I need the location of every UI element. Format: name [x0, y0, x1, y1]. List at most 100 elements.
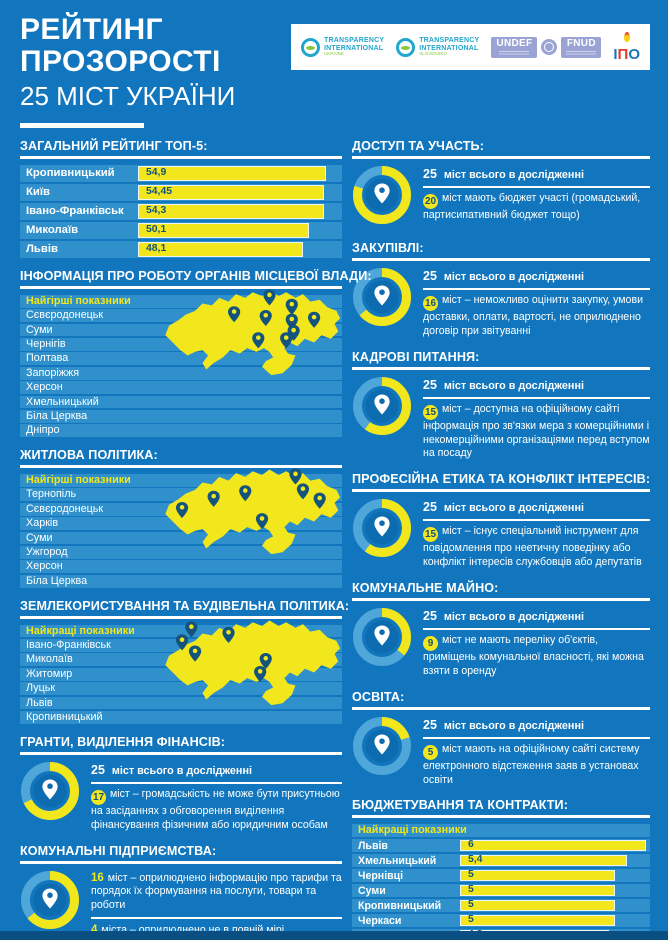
- bar-label: Черкаси: [358, 914, 402, 927]
- map-pin-icon: [252, 332, 265, 349]
- bar-row: Кропивницький 5: [352, 898, 650, 913]
- bar-value: 5: [468, 914, 474, 926]
- count-badge: 17: [91, 790, 106, 806]
- footer-bar: [0, 931, 668, 940]
- stat-text: 25 міст всього в дослідженні 15 міст – існу…: [423, 498, 650, 570]
- map-pin-icon: [285, 298, 298, 315]
- bar-row: Київ 54,45: [20, 183, 342, 201]
- bar-row: Хмельницький 5,4: [352, 853, 650, 868]
- ti-ua-line3: UKRAINE: [323, 50, 344, 56]
- study-total-number: 25: [91, 762, 105, 777]
- city-row: Херсон: [20, 381, 342, 394]
- count-badge: 15: [423, 404, 438, 420]
- bar-row: Івано-Франківськ 54,3: [20, 202, 342, 220]
- bar-value: 48,1: [146, 243, 167, 255]
- ukraine-map-shape: [165, 289, 341, 375]
- map-pin-icon: [280, 332, 293, 349]
- stat-block: 25 міст всього в дослідженні 16 міст – немо…: [352, 267, 650, 339]
- stat-donut: [352, 165, 412, 230]
- donut-pin-icon: [21, 761, 79, 820]
- bar-label: Суми: [358, 884, 386, 897]
- section-heading: БЮДЖЕТУВАННЯ ТА КОНТРАКТИ:: [352, 798, 650, 819]
- map-pin-icon: [222, 626, 235, 643]
- city-row: Львів: [20, 696, 342, 710]
- bar-row: Черкаси 5: [352, 913, 650, 928]
- study-total-line: 25 міст всього в дослідженні: [423, 166, 584, 181]
- city-row: Хмельницький: [20, 395, 342, 409]
- section-heading: КОМУНАЛЬНЕ МАЙНО:: [352, 581, 650, 601]
- stat-section: ОСВІТА: 25 міст всього в дослідженні 5 міст …: [352, 690, 650, 788]
- top5-bar-chart: Кропивницький 54,9 Київ 54,45 Івано-Франківс…: [20, 164, 342, 258]
- study-total-line: 25 міст всього в дослідженні: [91, 762, 252, 777]
- city-row: Дніпро: [20, 424, 342, 438]
- section-local-gov-info: ІНФОРМАЦІЯ ПРО РОБОТУ ОРГАНІВ МІСЦЕВОЇ В…: [20, 269, 372, 438]
- stat-block: 25 міст всього в дослідженні 17 міст – гром…: [20, 761, 342, 833]
- map-pin-icon: [259, 652, 272, 669]
- budgeting-bar-chart: Львів 6 Хмельницький 5,4 Чернівці 5 Суми 5 Кропи…: [352, 838, 650, 940]
- donut-pin-icon: [21, 870, 79, 929]
- stat-item: 15 міст – існує спеціальний інструмент дл…: [423, 525, 642, 569]
- bar-value: 50,1: [146, 224, 167, 236]
- section-heading: ОСВІТА:: [352, 690, 650, 710]
- stat-block: 25 міст всього в дослідженні 20 міст мають …: [352, 165, 650, 230]
- bar-value: 5,4: [468, 854, 483, 866]
- map-pin-icon: [254, 665, 267, 682]
- page-subtitle: 25 МІСТ УКРАЇНИ: [20, 80, 236, 111]
- donut-pin-icon: [353, 499, 411, 558]
- stat-sections: ДОСТУП ТА УЧАСТЬ: 25 міст всього в дослідж…: [352, 139, 650, 788]
- stat-donut: [352, 376, 412, 462]
- stat-item: 16 міст – оприлюднено інформацію про тари…: [91, 871, 342, 912]
- bar: 50,1: [138, 222, 310, 238]
- study-total-number: 25: [423, 608, 437, 623]
- map-pin-icon: [313, 492, 326, 509]
- separator-line: [423, 186, 650, 189]
- section-heading: ЖИТЛОВА ПОЛІТИКА:: [20, 448, 342, 469]
- title-block: РЕЙТИНГ ПРОЗОРОСТІ 25 МІСТ УКРАЇНИ: [20, 13, 291, 128]
- map-pin-icon: [289, 468, 302, 485]
- bar-label: Львів: [358, 839, 388, 852]
- map-pin-icon: [259, 309, 272, 326]
- logo-transparency-international-slovensko: TRANSPARENCY INTERNATIONAL SLOVENSKO: [396, 37, 479, 57]
- section-municipal-enterprises: КОМУНАЛЬНІ ПІДПРИЄМСТВА: 16 міст – оприлю…: [20, 844, 342, 940]
- ti-sk-line2: INTERNATIONAL: [419, 44, 479, 52]
- study-total-number: 25: [423, 717, 437, 732]
- bar-row: Львів 48,1: [20, 240, 342, 258]
- section-heading: ЗАГАЛЬНИЙ РЕЙТИНГ ТОП-5:: [20, 139, 342, 159]
- section-heading: КОМУНАЛЬНІ ПІДПРИЄМСТВА:: [20, 844, 342, 864]
- undef-fineprint: [499, 50, 530, 56]
- stat-text: 25 міст всього в дослідженні 20 міст мають …: [423, 165, 650, 230]
- header: РЕЙТИНГ ПРОЗОРОСТІ 25 МІСТ УКРАЇНИ TRANS…: [0, 0, 668, 128]
- stat-item: 16 міст – неможливо оцінити закупку, умов…: [423, 294, 643, 337]
- bar-label: Кропивницький: [26, 166, 115, 179]
- chart-subtitle: Найкращі показники: [352, 824, 650, 838]
- bar: 5: [460, 914, 615, 927]
- stat-text: 25 міст всього в дослідженні 16 міст – немо…: [423, 267, 650, 339]
- fnud-fineprint: [566, 50, 597, 56]
- stat-donut: [20, 761, 80, 833]
- count-badge: 20: [423, 194, 438, 210]
- stat-block: 25 міст всього в дослідженні 5 міст мають н…: [352, 716, 650, 788]
- bar-row: Кропивницький 54,9: [20, 164, 342, 182]
- map-pin-icon: [188, 645, 202, 662]
- bar-row: Чернівці 5: [352, 868, 650, 883]
- separator-line: [423, 736, 650, 739]
- section-land-use: ЗЕМЛЕКОРИСТУВАННЯ ТА БУДІВЕЛЬНА ПОЛІТИКА…: [20, 599, 349, 724]
- undef-badge: UNDEF: [491, 36, 538, 58]
- stat-text: 16 міст – оприлюднено інформацію про тари…: [91, 870, 342, 940]
- ti-globe-icon: [396, 37, 416, 57]
- count-badge: 9: [423, 636, 438, 652]
- bar: 54,45: [138, 184, 325, 200]
- study-total-line: 25 міст всього в дослідженні: [423, 608, 584, 623]
- stat-item: 20 міст мають бюджет участі (громадський,…: [423, 192, 641, 222]
- stat-donut: [352, 607, 412, 679]
- stat-donut: [352, 716, 412, 788]
- section-heading: ГРАНТИ, ВИДІЛЕННЯ ФІНАНСІВ:: [20, 735, 342, 755]
- city-row: Луцьк: [20, 682, 342, 695]
- stat-text: 25 міст всього в дослідженні 5 міст мають н…: [423, 716, 650, 788]
- ti-ua-line2: INTERNATIONAL: [323, 44, 384, 52]
- bar-value: 5: [468, 869, 474, 881]
- bar: 5: [460, 899, 615, 912]
- separator-line: [423, 396, 650, 399]
- bar-row: Суми 5: [352, 883, 650, 898]
- bar-value: 54,45: [146, 186, 173, 198]
